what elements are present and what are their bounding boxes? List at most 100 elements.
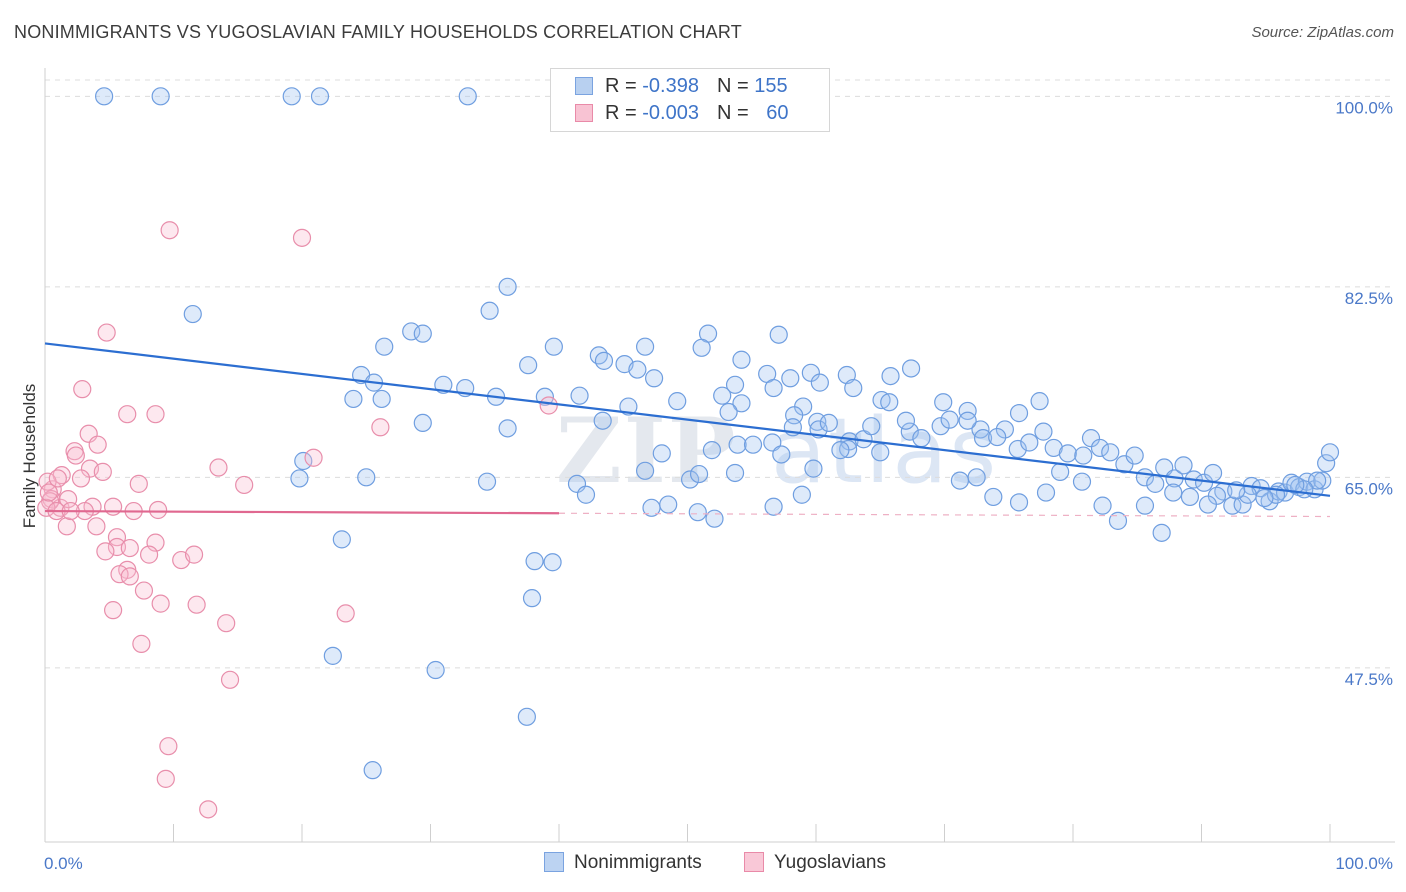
legend-r-value: -0.398 — [642, 75, 699, 97]
yugoslavian-point — [88, 435, 107, 454]
nonimmigrant-point — [375, 337, 394, 356]
yugoslavian-point — [73, 380, 92, 399]
nonimmigrant-point — [819, 413, 838, 432]
nonimmigrant-point — [1093, 496, 1112, 515]
nonimmigrant-point — [772, 445, 791, 464]
nonimmigrant-point — [1146, 474, 1165, 493]
nonimmigrant-point — [950, 471, 970, 490]
yugoslavians-trend-extension — [558, 512, 1331, 518]
nonimmigrant-point — [728, 435, 747, 454]
nonimmigrant-point — [725, 375, 745, 394]
legend-swatch-blue — [575, 77, 593, 95]
yugoslavian-point — [93, 462, 112, 481]
nonimmigrant-point — [764, 497, 783, 516]
nonimmigrant-point — [725, 463, 745, 483]
nonimmigrants-trend-line — [44, 342, 1331, 497]
correlation-legend: R = -0.398 N = 155 R = -0.003 N = 60 — [550, 68, 830, 132]
nonimmigrant-point — [323, 646, 342, 665]
nonimmigrant-point — [1152, 523, 1171, 542]
nonimmigrant-point — [973, 429, 993, 448]
nonimmigrant-point — [912, 429, 931, 448]
nonimmigrant-point — [839, 439, 858, 459]
source-label: Source: ZipAtlas.com — [1251, 24, 1394, 41]
nonimmigrant-point — [294, 451, 313, 471]
nonimmigrant-point — [668, 392, 687, 411]
yugoslavian-point — [39, 483, 58, 502]
nonimmigrant-point — [635, 461, 655, 480]
yugoslavian-point — [220, 670, 240, 689]
legend-swatch-pink — [744, 852, 764, 872]
nonimmigrant-point — [896, 411, 916, 430]
yugoslavian-point — [104, 497, 123, 516]
nonimmigrant-point — [363, 761, 382, 780]
yugoslavians-trend-line — [44, 509, 560, 515]
yugoslavian-point — [199, 800, 218, 819]
nonimmigrant-point — [1286, 475, 1305, 495]
yugoslavian-point — [371, 418, 390, 437]
nonimmigrant-point — [480, 301, 499, 320]
legend-item-yugoslavians: Yugoslavians — [744, 852, 886, 874]
y-tick-label: 47.5% — [1345, 670, 1393, 689]
nonimmigrant-point — [1180, 487, 1200, 507]
nonimmigrant-point — [1108, 511, 1128, 530]
yugoslavian-point — [118, 405, 137, 424]
nonimmigrant-point — [1009, 404, 1029, 423]
nonimmigrant-point — [1125, 446, 1144, 465]
nonimmigrant-point — [570, 386, 589, 405]
nonimmigrant-point — [576, 485, 596, 504]
nonimmigrant-point — [522, 589, 542, 608]
yugoslavian-point — [129, 474, 148, 493]
nonimmigrant-point — [1090, 438, 1110, 458]
nonimmigrant-point — [477, 472, 497, 491]
nonimmigrant-point — [692, 338, 711, 357]
x-tick-label: 0.0% — [44, 854, 83, 873]
legend-n-label: N = — [716, 75, 749, 97]
yugoslavian-point — [107, 537, 127, 557]
yugoslavian-point — [87, 517, 106, 536]
nonimmigrant-point — [940, 410, 959, 429]
nonimmigrant-point — [1044, 438, 1063, 458]
nonimmigrant-point — [458, 87, 477, 106]
nonimmigrant-point — [713, 386, 732, 405]
nonimmigrants-points — [95, 87, 1340, 780]
yugoslavian-point — [120, 538, 139, 558]
yugoslavian-point — [107, 528, 127, 547]
nonimmigrant-point — [988, 427, 1007, 447]
yugoslavian-point — [148, 500, 168, 520]
nonimmigrant-point — [931, 417, 950, 436]
nonimmigrant-point — [1198, 495, 1218, 514]
legend-swatch-pink — [575, 104, 593, 122]
nonimmigrant-point — [589, 346, 608, 365]
nonimmigrant-point — [901, 359, 921, 378]
nonimmigrant-point — [644, 369, 664, 388]
nonimmigrant-point — [804, 459, 823, 478]
tick-labels: 100.0% 82.5% 65.0% 47.5% 0.0% 100.0% Family Ho… — [20, 98, 1393, 873]
nonimmigrant-point — [1034, 422, 1053, 441]
nonimmigrant-point — [434, 375, 453, 394]
nonimmigrant-point — [183, 304, 202, 324]
nonimmigrant-point — [769, 325, 788, 344]
yugoslavian-point — [187, 595, 206, 614]
yugoslavian-point — [292, 228, 312, 247]
legend-n-value: 60 — [766, 102, 789, 124]
yugoslavian-point — [156, 769, 175, 788]
nonimmigrant-point — [1320, 443, 1340, 462]
nonimmigrant-point — [1020, 433, 1039, 452]
legend-n-value: 155 — [754, 75, 788, 97]
axes — [44, 68, 1395, 843]
nonimmigrant-point — [1051, 462, 1070, 481]
nonimmigrant-point — [344, 389, 363, 409]
nonimmigrant-point — [1313, 471, 1332, 490]
yugoslavian-point — [97, 323, 116, 342]
yugoslavian-point — [160, 221, 179, 240]
nonimmigrant-point — [372, 389, 391, 409]
nonimmigrant-point — [732, 394, 751, 413]
yugoslavian-point — [209, 458, 228, 477]
nonimmigrant-point — [810, 373, 829, 392]
yugoslavian-point — [235, 475, 254, 495]
nonimmigrant-point — [1072, 472, 1092, 491]
y-axis-label: Family Households — [20, 384, 39, 529]
yugoslavians-points — [37, 221, 558, 819]
nonimmigrant-point — [689, 464, 709, 484]
yugoslavian-point — [139, 545, 159, 564]
